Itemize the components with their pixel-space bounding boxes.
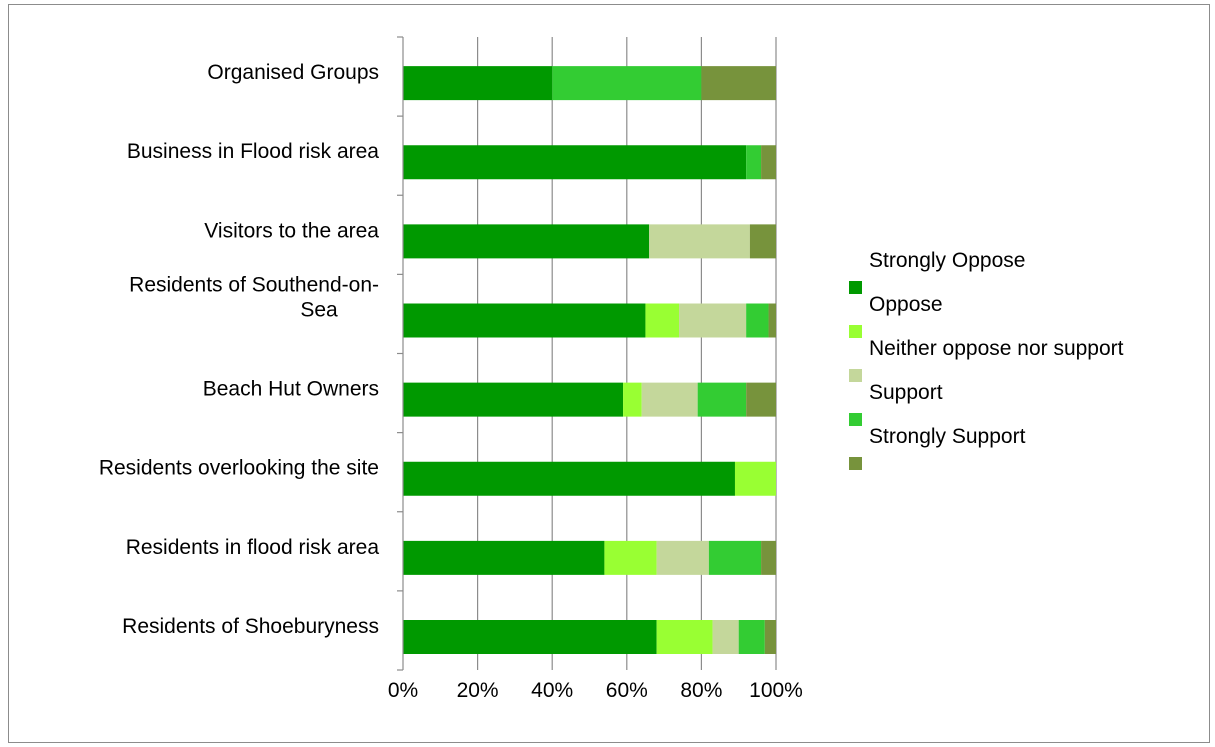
x-tick-label: 40% bbox=[531, 679, 573, 702]
bar-segment bbox=[746, 145, 762, 180]
legend-swatch bbox=[849, 413, 862, 426]
x-tick-label: 100% bbox=[749, 679, 803, 702]
bar-segment bbox=[746, 303, 769, 338]
legend-swatch bbox=[849, 281, 862, 294]
legend-swatch bbox=[849, 369, 862, 382]
bar-segment bbox=[403, 382, 624, 417]
y-axis bbox=[397, 36, 404, 671]
legend-label: Strongly Support bbox=[869, 425, 1026, 448]
bar-segment bbox=[649, 224, 750, 259]
legend-label: Strongly Oppose bbox=[869, 249, 1025, 272]
legend-swatch bbox=[849, 325, 862, 338]
category-label: Business in Flood risk area bbox=[127, 140, 379, 163]
bar-segment bbox=[656, 540, 709, 575]
bar-segment bbox=[701, 66, 776, 101]
bar-segment bbox=[403, 461, 735, 496]
legend-label: Support bbox=[869, 381, 943, 404]
category-label: Residents overlooking the site bbox=[99, 457, 379, 480]
bar-segment bbox=[645, 303, 680, 338]
bar-segment bbox=[746, 382, 776, 417]
x-tick-label: 80% bbox=[680, 679, 722, 702]
bar-segment bbox=[403, 540, 605, 575]
bar-segment bbox=[403, 303, 646, 338]
bar-segment bbox=[403, 66, 553, 101]
bar-segment bbox=[623, 382, 642, 417]
bar-segment bbox=[768, 303, 776, 338]
bar-segment bbox=[764, 620, 776, 654]
x-tick-label: 60% bbox=[606, 679, 648, 702]
bar-segment bbox=[712, 620, 739, 654]
category-labels: Organised Groups Business in Flood risk a… bbox=[99, 61, 379, 638]
bar-segment bbox=[403, 620, 657, 654]
chart-area: Organised Groups Business in Flood risk a… bbox=[8, 4, 1210, 743]
bar-segment bbox=[697, 382, 747, 417]
bar-segment bbox=[708, 540, 762, 575]
x-axis-tick-labels: 0% 20% 40% 60% 80% 100% bbox=[388, 679, 803, 702]
bar-segment bbox=[641, 382, 698, 417]
bar-segment bbox=[738, 620, 765, 654]
bar-segment bbox=[761, 145, 776, 180]
bar-segment bbox=[749, 224, 776, 259]
x-tick-label: 0% bbox=[388, 679, 418, 702]
stacked-bar-chart: Organised Groups Business in Flood risk a… bbox=[99, 36, 1124, 702]
bar-segment bbox=[734, 461, 776, 496]
bar-segment bbox=[604, 540, 657, 575]
legend-swatch bbox=[849, 457, 862, 470]
gridlines bbox=[477, 37, 777, 670]
bar-segment bbox=[552, 66, 702, 101]
category-label-continued: Sea bbox=[300, 298, 338, 321]
category-label: Organised Groups bbox=[207, 61, 379, 84]
legend-label: Neither oppose nor support bbox=[869, 337, 1124, 360]
category-label: Beach Hut Owners bbox=[203, 378, 379, 401]
bars bbox=[403, 66, 776, 654]
legend-label: Oppose bbox=[869, 293, 943, 316]
bar-segment bbox=[656, 620, 713, 654]
bar-segment bbox=[679, 303, 747, 338]
x-tick-label: 20% bbox=[457, 679, 499, 702]
bar-segment bbox=[403, 224, 650, 259]
legend: Strongly Oppose Oppose Neither oppose nor … bbox=[849, 249, 1124, 470]
bar-segment bbox=[403, 145, 747, 180]
category-label: Residents of Shoeburyness bbox=[122, 615, 379, 638]
category-label: Visitors to the area bbox=[204, 219, 379, 242]
bar-segment bbox=[761, 540, 776, 575]
category-label: Residents in flood risk area bbox=[126, 536, 380, 559]
category-label: Residents of Southend-on- bbox=[129, 273, 379, 296]
